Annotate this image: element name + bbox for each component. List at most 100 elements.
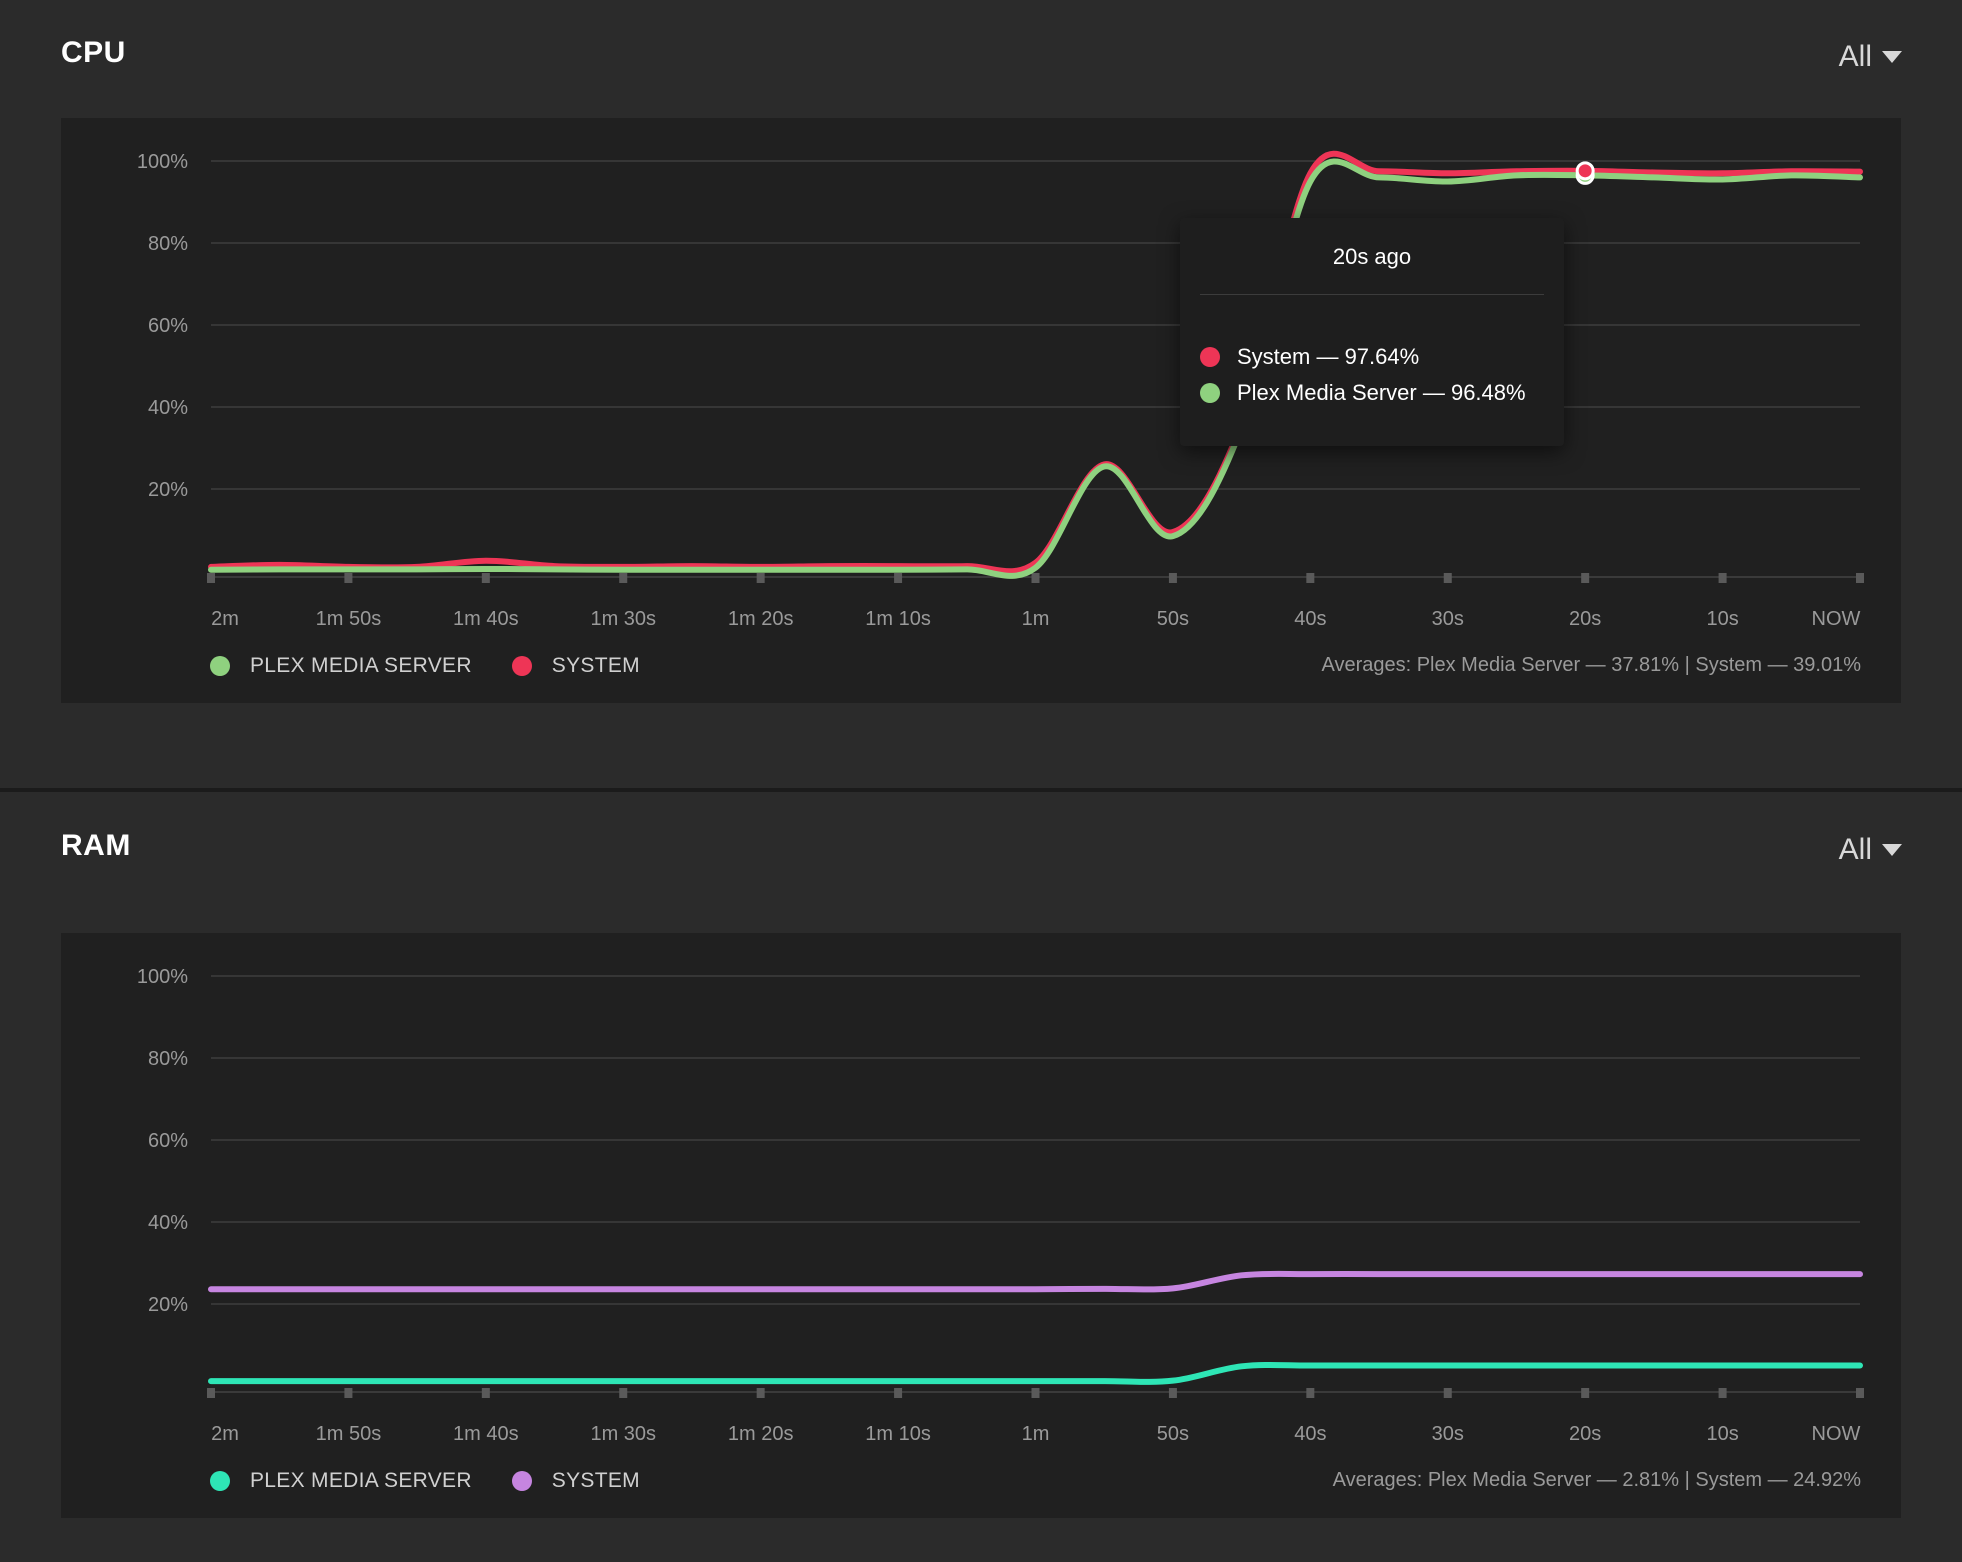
x-tick-mark [1168, 573, 1177, 583]
legend-item-system[interactable]: SYSTEM [511, 654, 640, 678]
cpu-chart-plot[interactable]: 20% 40% 60% 80% 100% 2m 1m 50s 1m 40s 1m 30s 1m 2… [61, 118, 1901, 703]
x-tick-mark [894, 1388, 903, 1398]
x-tick-mark [894, 573, 903, 583]
legend-label: PLEX MEDIA SERVER [250, 1469, 472, 1492]
x-tick-mark [1168, 1388, 1177, 1398]
cpu-tooltip: 20s ago System — 97.64% Plex Media Serve… [1180, 218, 1564, 446]
x-tick-mark [1443, 573, 1452, 583]
legend-item-plex-media-server[interactable]: PLEX MEDIA SERVER [210, 1469, 472, 1493]
legend-item-system[interactable]: SYSTEM [511, 1469, 640, 1493]
y-tick-label: 100% [137, 151, 188, 173]
x-tick-mark [1031, 573, 1040, 583]
x-tick-mark [1443, 1388, 1452, 1398]
x-tick-label: 1m [1022, 608, 1050, 630]
y-tick-label: 20% [148, 1294, 188, 1316]
y-tick-label: 20% [148, 479, 188, 501]
x-tick-label: 1m 40s [453, 1423, 519, 1445]
x-tick-mark [1856, 1388, 1864, 1398]
legend-label: PLEX MEDIA SERVER [250, 654, 472, 677]
x-tick-mark [1306, 573, 1315, 583]
tooltip-dot-icon [1200, 383, 1220, 403]
series-line-plex-media-server [208, 158, 1863, 579]
x-tick-mark [207, 573, 215, 583]
x-tick-label: 20s [1569, 1423, 1601, 1445]
x-tick-mark [1718, 1388, 1727, 1398]
x-tick-mark [1306, 1388, 1315, 1398]
x-tick-mark [619, 1388, 628, 1398]
x-tick-mark [344, 573, 353, 583]
y-tick-label: 60% [148, 1130, 188, 1152]
legend-item-plex-media-server[interactable]: PLEX MEDIA SERVER [210, 654, 472, 678]
panel-divider [0, 788, 1962, 792]
x-tick-label: 2m [211, 608, 239, 630]
legend-label: SYSTEM [551, 654, 640, 677]
x-tick-mark [1856, 573, 1864, 583]
cpu-chart[interactable]: 20% 40% 60% 80% 100% 2m 1m 50s 1m 40s 1m 30s 1m 2… [61, 118, 1901, 703]
x-tick-label: 30s [1432, 608, 1464, 630]
x-tick-mark [344, 1388, 353, 1398]
ram-chart-plot[interactable]: 20% 40% 60% 80% 100% 2m 1m 50s 1m 40s 1m 30s 1m 2… [61, 933, 1901, 1518]
x-tick-label: 1m 40s [453, 608, 519, 630]
x-tick-label: NOW [1812, 608, 1861, 630]
x-tick-mark [756, 1388, 765, 1398]
ram-filter-dropdown[interactable]: All [1839, 833, 1902, 867]
cpu-title: CPU [61, 36, 126, 69]
x-tick-label: 20s [1569, 608, 1601, 630]
series-line-system [208, 1270, 1863, 1293]
x-tick-mark [207, 1388, 215, 1398]
x-tick-label: 1m 30s [590, 1423, 656, 1445]
x-tick-mark [481, 1388, 490, 1398]
x-tick-label: 40s [1294, 1423, 1326, 1445]
tooltip-row-label: System — 97.64% [1237, 344, 1420, 369]
cpu-filter-dropdown[interactable]: All [1839, 40, 1902, 74]
x-tick-label: 10s [1706, 1423, 1738, 1445]
x-tick-mark [1581, 1388, 1590, 1398]
x-tick-label: 1m 20s [728, 1423, 794, 1445]
x-tick-mark [756, 573, 765, 583]
x-tick-label: 1m [1022, 1423, 1050, 1445]
tooltip-title: 20s ago [1332, 244, 1412, 269]
x-tick-label: 1m 50s [316, 608, 382, 630]
series-line-system [208, 150, 1863, 575]
ram-averages: Averages: Plex Media Server — 2.81% | Sy… [1332, 1469, 1861, 1491]
cpu-legend: PLEX MEDIA SERVER SYSTEM [210, 654, 660, 678]
x-tick-label: NOW [1812, 1423, 1861, 1445]
legend-dot-icon [511, 656, 532, 676]
x-tick-mark [481, 573, 490, 583]
x-tick-label: 1m 20s [728, 608, 794, 630]
ram-legend: PLEX MEDIA SERVER SYSTEM [210, 1469, 660, 1493]
series-line-plex-media-server [208, 1361, 1863, 1385]
x-tick-label: 1m 30s [590, 608, 656, 630]
highlight-point [1575, 161, 1595, 181]
x-tick-label: 1m 50s [316, 1423, 382, 1445]
tooltip-divider [1200, 294, 1544, 295]
legend-dot-icon [210, 1471, 230, 1491]
y-tick-label: 80% [148, 233, 188, 255]
legend-label: SYSTEM [551, 1469, 640, 1492]
tooltip-row-system: System — 97.64% [1200, 344, 1419, 370]
caret-down-icon [1882, 844, 1902, 856]
ram-chart[interactable]: 20% 40% 60% 80% 100% 2m 1m 50s 1m 40s 1m 30s 1m 2… [61, 933, 1901, 1518]
x-tick-label: 10s [1706, 608, 1738, 630]
legend-dot-icon [511, 1471, 532, 1491]
x-tick-label: 2m [211, 1423, 239, 1445]
tooltip-row-plex: Plex Media Server — 96.48% [1200, 380, 1526, 406]
x-tick-label: 1m 10s [865, 608, 931, 630]
x-tick-label: 30s [1432, 1423, 1464, 1445]
cpu-panel: CPU All 20% 40% 60% 80% 100% 2m 1m 50s 1m 40s 1m… [61, 36, 1902, 703]
x-tick-label: 50s [1157, 1423, 1189, 1445]
x-tick-mark [1581, 573, 1590, 583]
ram-title: RAM [61, 829, 131, 862]
x-tick-label: 40s [1294, 608, 1326, 630]
y-tick-label: 80% [148, 1048, 188, 1070]
ram-panel: RAM All 20% 40% 60% 80% 100% 2m 1m 50s 1m 40s 1m… [0, 793, 1962, 1562]
cpu-averages: Averages: Plex Media Server — 37.81% | S… [1321, 654, 1861, 676]
tooltip-row-label: Plex Media Server — 96.48% [1237, 380, 1526, 405]
x-tick-label: 50s [1157, 608, 1189, 630]
tooltip-dot-icon [1200, 347, 1220, 367]
cpu-filter-label: All [1838, 40, 1872, 73]
ram-filter-label: All [1838, 833, 1872, 866]
y-tick-label: 60% [148, 315, 188, 337]
x-tick-mark [1718, 573, 1727, 583]
x-tick-mark [619, 573, 628, 583]
